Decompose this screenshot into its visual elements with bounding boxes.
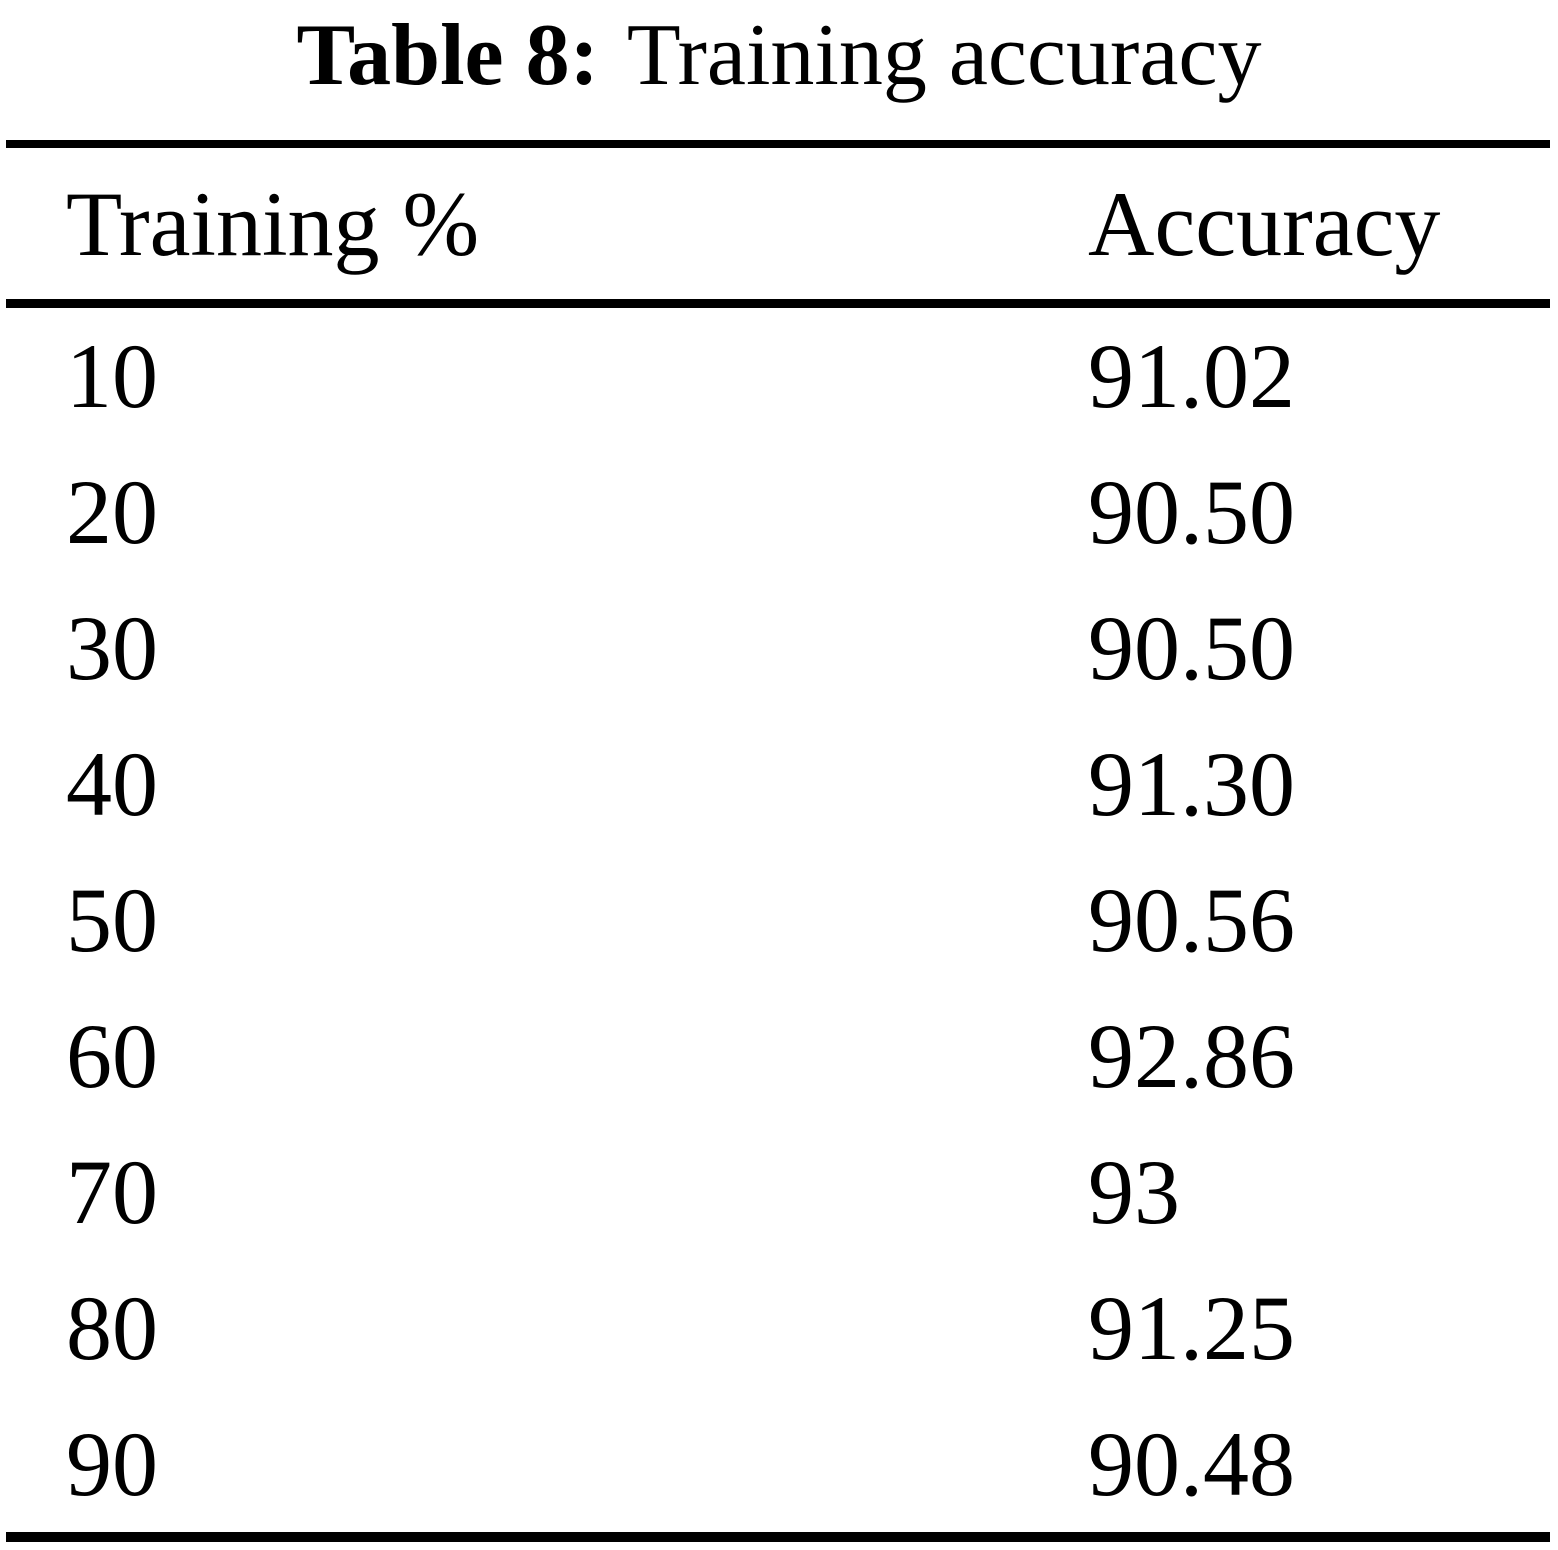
accuracy-cell: 90.56 bbox=[1088, 869, 1295, 971]
table-body: 10 91.02 20 90.50 30 90.50 40 91.30 50 90.56 60 92.… bbox=[0, 308, 1558, 1532]
table-row: 30 90.50 bbox=[0, 580, 1558, 716]
table-row: 20 90.50 bbox=[0, 444, 1558, 580]
training-pct-cell: 30 bbox=[66, 597, 158, 699]
training-pct-cell: 50 bbox=[66, 869, 158, 971]
accuracy-cell: 91.30 bbox=[1088, 733, 1295, 835]
caption-label: Table 8: bbox=[296, 7, 599, 104]
accuracy-cell: 90.50 bbox=[1088, 597, 1295, 699]
table-row: 50 90.56 bbox=[0, 852, 1558, 988]
table-row: 40 91.30 bbox=[0, 716, 1558, 852]
accuracy-cell: 90.48 bbox=[1088, 1413, 1295, 1515]
training-pct-cell: 60 bbox=[66, 1005, 158, 1107]
header-rule bbox=[6, 299, 1550, 308]
training-pct-cell: 20 bbox=[66, 461, 158, 563]
training-pct-cell: 80 bbox=[66, 1277, 158, 1379]
training-pct-cell: 10 bbox=[66, 325, 158, 427]
table-row: 90 90.48 bbox=[0, 1396, 1558, 1532]
table-row: 10 91.02 bbox=[0, 308, 1558, 444]
training-pct-cell: 90 bbox=[66, 1413, 158, 1515]
column-header-training-pct: Training % bbox=[66, 172, 480, 275]
accuracy-cell: 92.86 bbox=[1088, 1005, 1295, 1107]
table-row: 70 93 bbox=[0, 1124, 1558, 1260]
accuracy-cell: 93 bbox=[1088, 1141, 1180, 1243]
top-rule bbox=[6, 140, 1550, 148]
bottom-rule bbox=[6, 1532, 1550, 1542]
header-row: Training % Accuracy bbox=[0, 148, 1558, 299]
accuracy-cell: 91.25 bbox=[1088, 1277, 1295, 1379]
training-pct-cell: 40 bbox=[66, 733, 158, 835]
training-pct-cell: 70 bbox=[66, 1141, 158, 1243]
table-caption: Table 8: Training accuracy bbox=[0, 0, 1558, 112]
table-row: 60 92.86 bbox=[0, 988, 1558, 1124]
accuracy-cell: 91.02 bbox=[1088, 325, 1295, 427]
column-header-accuracy: Accuracy bbox=[1088, 172, 1441, 275]
caption-text: Training accuracy bbox=[626, 7, 1262, 104]
table-row: 80 91.25 bbox=[0, 1260, 1558, 1396]
accuracy-cell: 90.50 bbox=[1088, 461, 1295, 563]
